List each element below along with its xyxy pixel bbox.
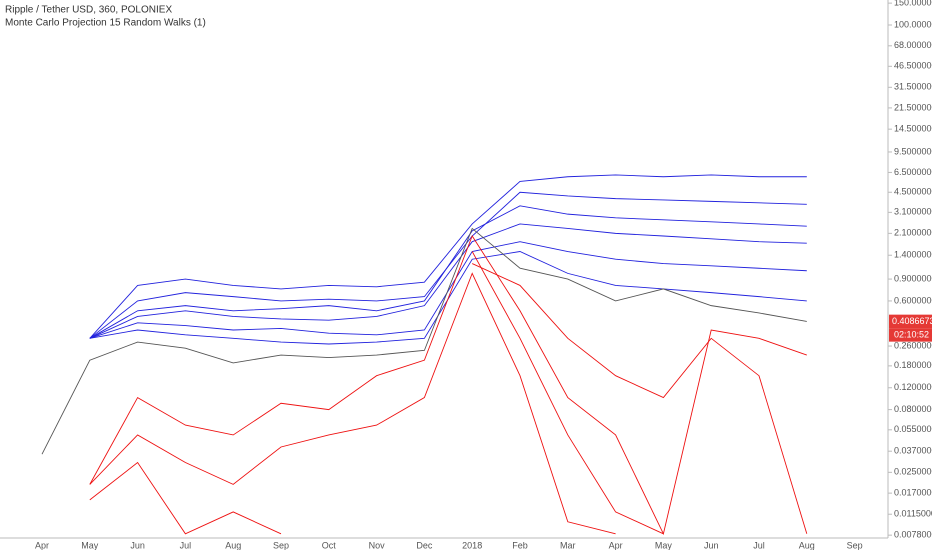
y-tick-label: 0.08000000 — [894, 404, 932, 414]
x-tick-label: Jun — [704, 540, 719, 550]
countdown-label: 02:10:52 — [894, 330, 929, 340]
y-tick-label: 0.01700000 — [894, 488, 932, 498]
y-tick-label: 150.00000000 — [894, 0, 932, 8]
last-price-label: 0.40866737 — [892, 316, 932, 326]
series-line — [89, 205, 807, 339]
y-tick-label: 4.50000000 — [894, 187, 932, 197]
x-tick-label: Apr — [35, 540, 49, 550]
y-tick-label: 6.50000000 — [894, 167, 932, 177]
y-tick-label: 9.50000000 — [894, 146, 932, 156]
y-tick-label: 0.60000000 — [894, 295, 932, 305]
series-line — [89, 235, 807, 536]
x-tick-label: May — [655, 540, 673, 550]
y-tick-label: 0.00780000 — [894, 530, 932, 540]
y-tick-label: 0.26000000 — [894, 340, 932, 350]
series-line — [89, 241, 807, 339]
series-line — [472, 263, 808, 534]
chart-title: Ripple / Tether USD, 360, POLONIEX — [5, 5, 172, 16]
x-tick-label: Oct — [322, 540, 337, 550]
series-line — [471, 251, 664, 535]
x-tick-label: Dec — [416, 540, 433, 550]
last-price-box — [889, 314, 932, 329]
y-tick-label: 0.02500000 — [894, 467, 932, 477]
x-tick-label: Nov — [369, 540, 386, 550]
y-tick-label: 0.90000000 — [894, 273, 932, 283]
x-tick-label: Jul — [180, 540, 192, 550]
y-tick-label: 0.05500000 — [894, 424, 932, 434]
series-line — [89, 272, 616, 535]
y-tick-label: 0.18000000 — [894, 360, 932, 370]
x-tick-label: Sep — [847, 540, 863, 550]
y-tick-label: 3.10000000 — [894, 207, 932, 217]
x-tick-label: Apr — [609, 540, 623, 550]
y-tick-label: 68.00000000 — [894, 40, 932, 50]
series-line — [89, 461, 282, 535]
y-tick-label: 100.00000000 — [894, 19, 932, 29]
y-tick-label: 31.50000000 — [894, 82, 932, 92]
series-line — [89, 174, 807, 339]
x-tick-label: Feb — [512, 540, 528, 550]
y-tick-label: 14.50000000 — [894, 124, 932, 134]
y-tick-label: 0.03700000 — [894, 446, 932, 456]
y-tick-label: 21.50000000 — [894, 102, 932, 112]
x-tick-label: Jun — [130, 540, 145, 550]
y-tick-label: 0.12000000 — [894, 382, 932, 392]
y-tick-label: 1.40000000 — [894, 250, 932, 260]
x-tick-label: Aug — [225, 540, 241, 550]
x-tick-label: Jul — [753, 540, 765, 550]
series-line — [89, 223, 807, 339]
y-tick-label: 46.50000000 — [894, 61, 932, 71]
series-line — [41, 227, 807, 455]
x-tick-label: Aug — [799, 540, 815, 550]
x-tick-label: Sep — [273, 540, 289, 550]
chart-subtitle: Monte Carlo Projection 15 Random Walks (… — [5, 18, 206, 29]
x-tick-label: Mar — [560, 540, 576, 550]
x-tick-label: May — [81, 540, 99, 550]
countdown-box — [889, 328, 932, 342]
y-tick-label: 0.01150000 — [894, 509, 932, 519]
x-tick-label: 2018 — [462, 540, 482, 550]
y-tick-label: 2.10000000 — [894, 228, 932, 238]
